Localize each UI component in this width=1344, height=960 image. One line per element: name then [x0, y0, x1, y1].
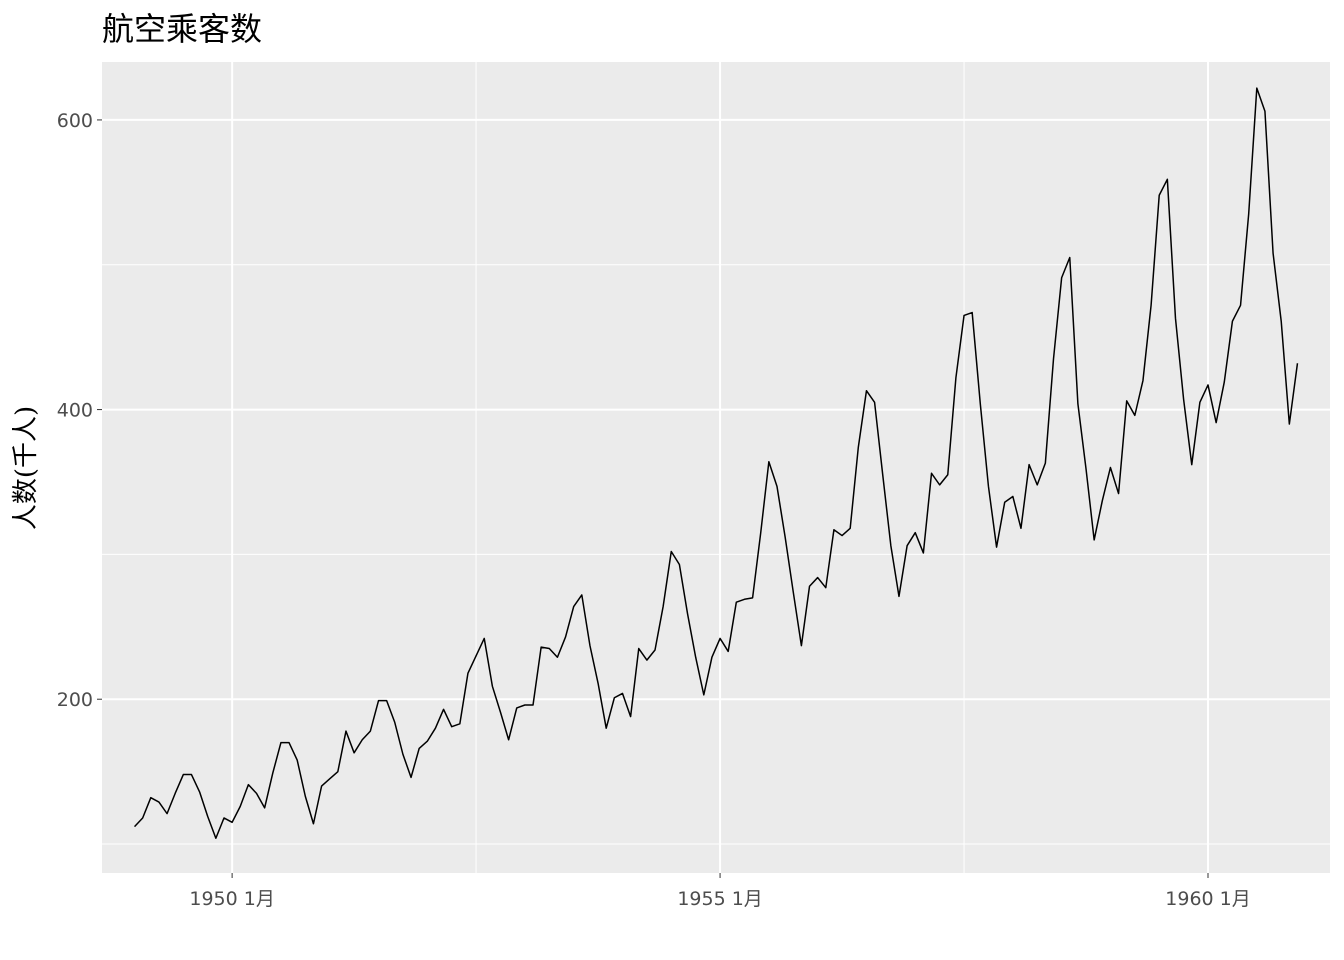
grid-lines [102, 62, 1330, 873]
chart-title: 航空乘客数 [102, 10, 262, 48]
y-tick-label: 200 [57, 689, 93, 711]
y-tick-label: 600 [57, 110, 93, 132]
x-tick-label: 1955 1月 [677, 888, 762, 910]
y-tick-label: 400 [57, 400, 93, 422]
x-tick-label: 1960 1月 [1165, 888, 1250, 910]
series-layer [133, 87, 1299, 839]
x-tick-label: 1950 1月 [189, 888, 274, 910]
plot-panel [102, 62, 1330, 873]
y-axis-ticks: 200 400 600 [57, 110, 102, 711]
x-axis-ticks: 1950 1月 1955 1月 1960 1月 [189, 873, 1251, 910]
y-axis-title: 人数(千人) [11, 406, 41, 530]
series-line [133, 87, 1299, 839]
